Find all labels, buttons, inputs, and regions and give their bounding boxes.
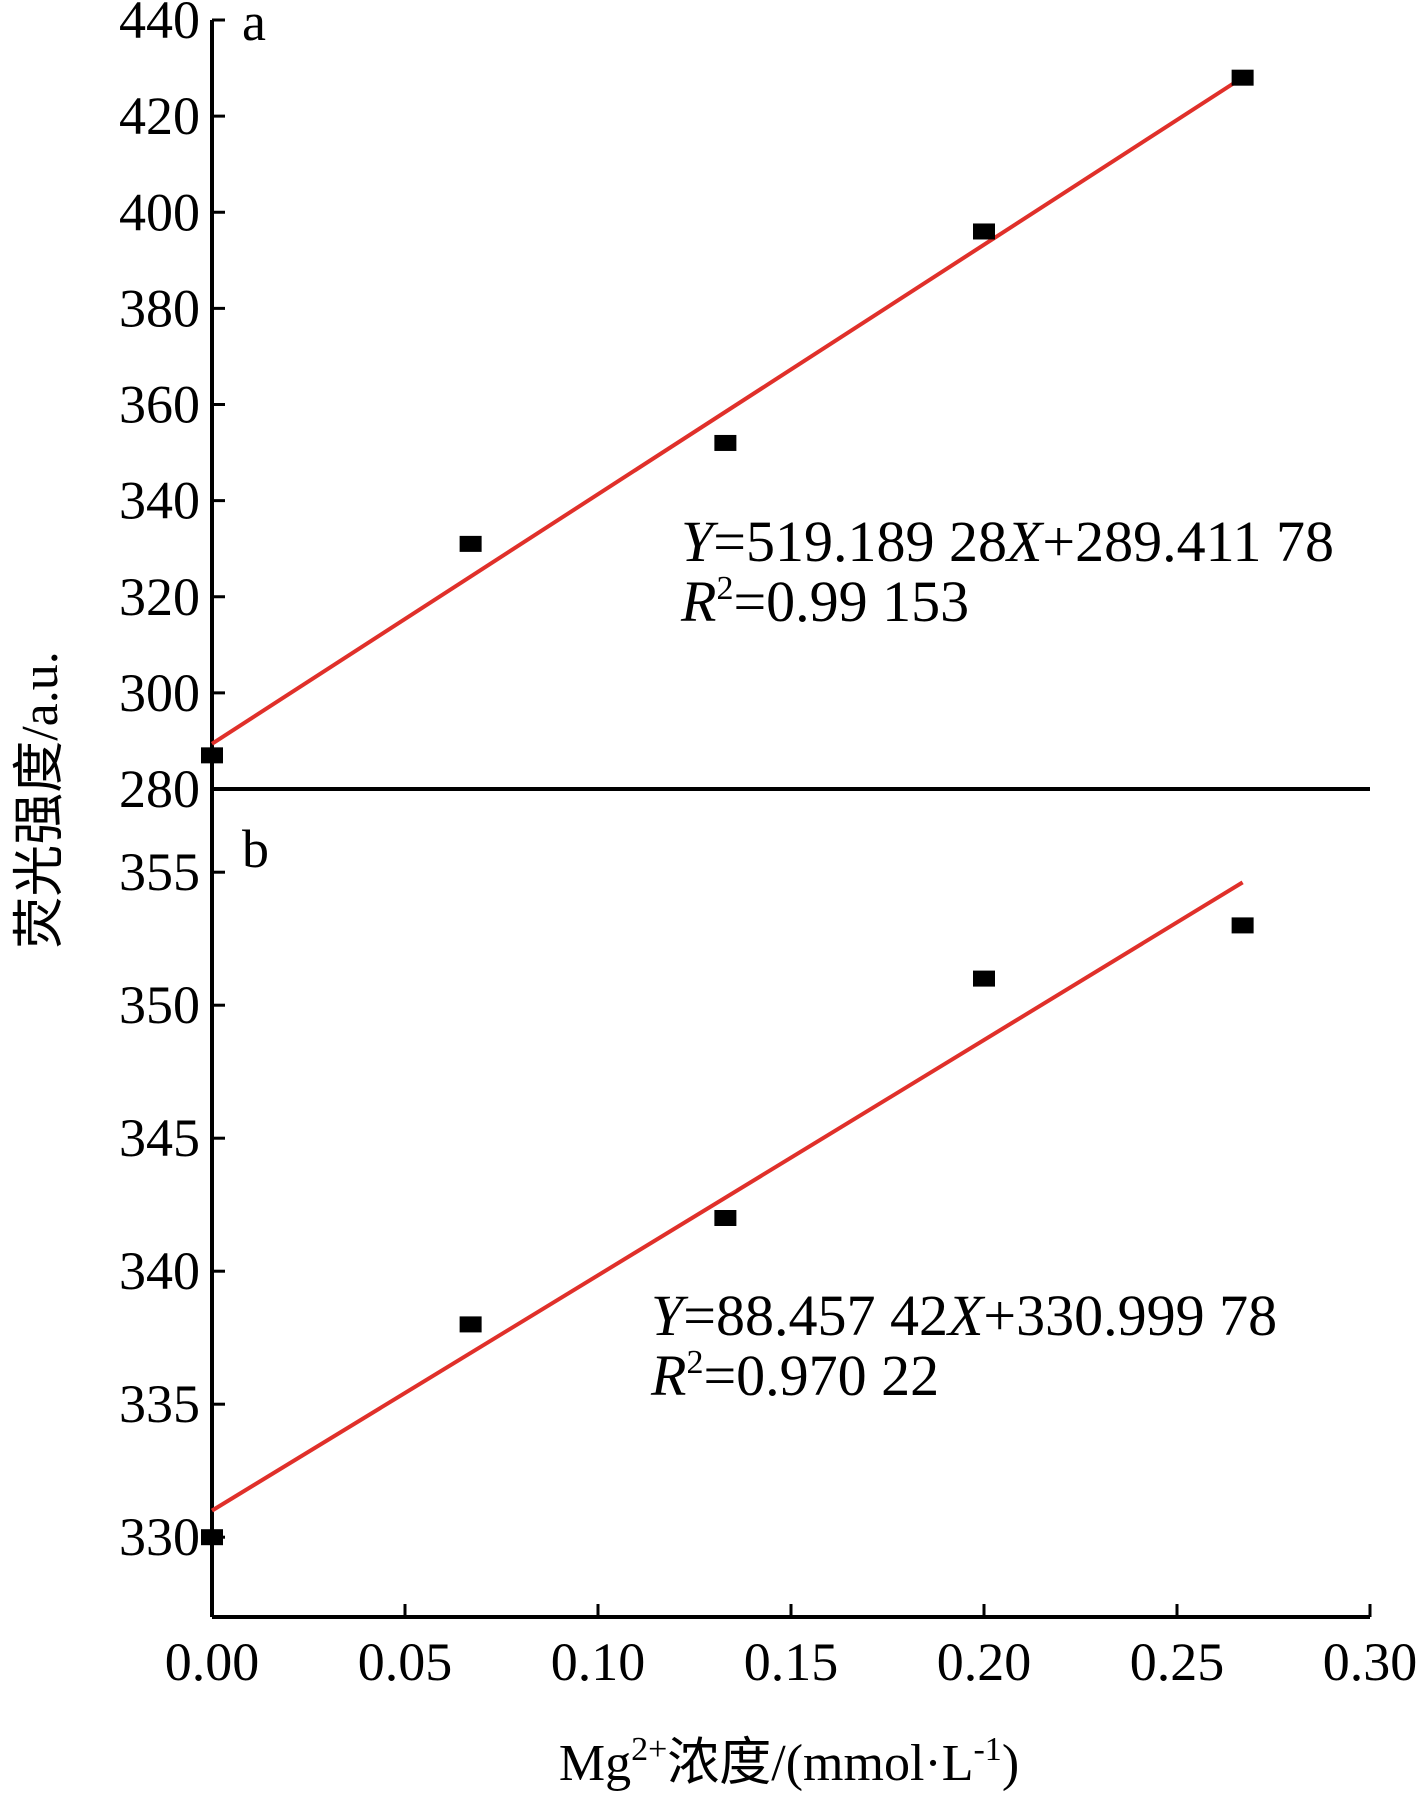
y-tick-label: 330	[119, 1507, 200, 1567]
data-point-b	[714, 1210, 737, 1226]
equation-b-r-rest: =0.970 22	[703, 1343, 939, 1408]
y-ticks-panel-a: 280 300 320 340 360 380 400 420 440	[119, 0, 225, 819]
x-axis-title-prefix: Mg	[559, 1735, 631, 1792]
y-tick-label: 350	[119, 975, 200, 1035]
panel-label-a: a	[242, 0, 266, 52]
y-tick-label: 440	[119, 0, 200, 50]
x-tick-label: 0.10	[551, 1632, 646, 1692]
equation-b-y-var: Y	[651, 1283, 689, 1348]
equation-a-x-var: X	[1005, 509, 1045, 574]
x-axis-title-main: 浓度/(mmol·L	[667, 1735, 973, 1792]
equation-b-line2: R2=0.970 22	[650, 1343, 939, 1408]
fit-line-a	[210, 75, 1244, 746]
y-tick-label: 380	[119, 278, 200, 338]
data-point-a	[1231, 69, 1254, 86]
equation-a-line1: Y=519.189 28X+289.411 78	[681, 509, 1334, 574]
x-tick-label: 0.25	[1130, 1632, 1225, 1692]
data-points	[201, 69, 1254, 1546]
equation-b-line1: Y=88.457 42X+330.999 78	[651, 1283, 1277, 1348]
x-ticks: 0.00 0.05 0.10 0.15 0.20 0.25 0.30	[165, 1604, 1417, 1692]
x-tick-label: 0.30	[1323, 1632, 1417, 1692]
panel-label-b: b	[242, 819, 269, 879]
equation-a-line2: R2=0.99 153	[680, 569, 969, 634]
data-point-a	[714, 434, 737, 451]
equation-a-x-rest: +289.411 78	[1042, 509, 1334, 574]
equation-b-y-rest: =88.457 42	[683, 1283, 948, 1348]
data-point-a	[459, 535, 482, 552]
data-point-b	[201, 1529, 223, 1546]
y-tick-label: 360	[119, 375, 200, 435]
x-tick-label: 0.15	[744, 1632, 839, 1692]
y-tick-label: 280	[119, 759, 200, 819]
equation-b-x-var: X	[946, 1283, 986, 1348]
x-axis-title-unit-sup: -1	[973, 1731, 1001, 1768]
equation-b-x-rest: +330.999 78	[983, 1283, 1277, 1348]
equation-a-r-var: R	[680, 569, 716, 634]
equation-a-r-rest: =0.99 153	[733, 569, 969, 634]
equation-b-r-var: R	[650, 1343, 686, 1408]
y-tick-label: 400	[119, 182, 200, 242]
y-tick-label: 420	[119, 86, 200, 146]
data-point-b	[1231, 917, 1254, 934]
y-tick-label: 320	[119, 567, 200, 627]
y-tick-label: 355	[119, 842, 200, 902]
data-point-a	[201, 747, 223, 764]
equation-a-y-rest: =519.189 28	[713, 509, 1007, 574]
y-axis-title: 荧光强度/a.u.	[12, 651, 69, 949]
equation-a-r-sup: 2	[716, 570, 733, 607]
x-axis-title-sup: 2+	[631, 1731, 667, 1768]
x-tick-label: 0.20	[937, 1632, 1032, 1692]
y-tick-label: 340	[119, 471, 200, 531]
y-tick-label: 335	[119, 1374, 200, 1434]
y-tick-label: 300	[119, 663, 200, 723]
y-ticks-panel-b: 330 335 340 345 350 355	[119, 842, 225, 1567]
x-tick-label: 0.00	[165, 1632, 260, 1692]
data-point-b	[973, 970, 995, 987]
data-point-a	[973, 223, 995, 240]
y-tick-label: 340	[119, 1241, 200, 1301]
equation-a-y-var: Y	[681, 509, 719, 574]
data-point-b	[459, 1316, 482, 1333]
fit-line-b	[210, 880, 1244, 1513]
fit-lines	[210, 75, 1244, 1513]
x-tick-label: 0.05	[358, 1632, 453, 1692]
equation-b-r-sup: 2	[686, 1344, 703, 1381]
y-tick-label: 345	[119, 1108, 200, 1168]
x-axis-title-suffix: )	[1002, 1735, 1019, 1792]
x-axis-title: Mg2+浓度/(mmol·L-1)	[559, 1731, 1019, 1792]
